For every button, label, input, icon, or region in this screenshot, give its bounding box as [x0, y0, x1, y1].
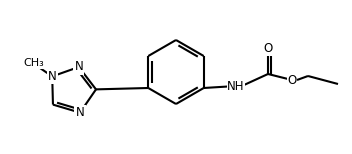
Text: NH: NH: [227, 79, 245, 93]
Text: N: N: [74, 61, 83, 73]
Text: N: N: [76, 106, 84, 119]
Text: O: O: [287, 73, 297, 87]
Text: CH₃: CH₃: [23, 58, 44, 68]
Text: N: N: [48, 70, 57, 83]
Text: O: O: [263, 42, 273, 55]
